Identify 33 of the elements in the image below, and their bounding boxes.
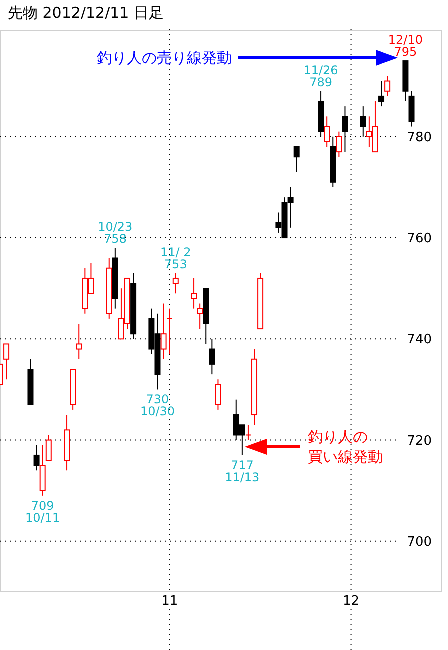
- candlestick: [245, 424, 252, 441]
- annotation: 釣り人の買い線発動: [308, 428, 383, 466]
- y-tick-label: 740: [407, 332, 432, 348]
- candlestick: [197, 303, 204, 330]
- candlestick: [76, 323, 82, 360]
- annotation: 717 11/13: [225, 458, 260, 484]
- y-tick-label: 700: [407, 534, 432, 550]
- candlestick: [191, 278, 198, 310]
- annotation: 11/26 789: [304, 63, 338, 90]
- chart-title: 先物 2012/12/11 日足: [8, 4, 164, 22]
- candlestick: [324, 116, 330, 148]
- annotation: 709 10/11: [26, 498, 60, 525]
- x-tick-label: 11: [162, 594, 178, 609]
- annotation: 730 10/30: [140, 392, 176, 419]
- candlestick: [166, 308, 173, 355]
- candlestick: [160, 303, 167, 360]
- y-tick-label: 760: [407, 232, 432, 247]
- candlestick: [294, 146, 300, 173]
- candlestick: [34, 444, 40, 472]
- candlestick: [172, 272, 179, 294]
- candlestick: [378, 80, 385, 108]
- candlestick: [336, 131, 342, 158]
- x-tick-label: 12: [343, 594, 360, 609]
- candlestick: [46, 434, 52, 462]
- annotation: 12/10 795: [388, 33, 424, 60]
- candlestick: [384, 76, 391, 97]
- candlestick: [215, 379, 222, 410]
- y-tick-label: 780: [407, 130, 432, 146]
- annotation: 11/ 2 753: [160, 245, 192, 272]
- annotation: 釣り人の売り線発動: [97, 49, 232, 67]
- y-tick-label: 720: [407, 434, 432, 449]
- annotation: 10/23 758: [98, 220, 133, 246]
- candlestick: [4, 344, 10, 380]
